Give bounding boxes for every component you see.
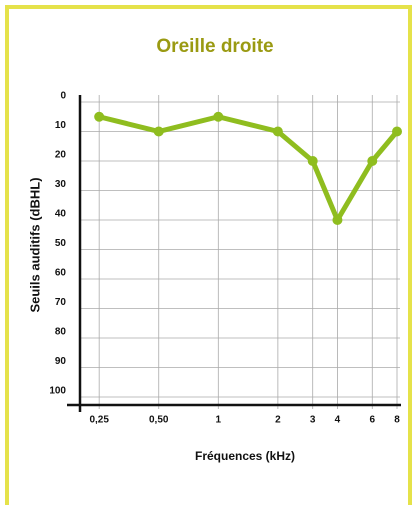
data-point — [332, 215, 343, 225]
data-point — [367, 156, 378, 166]
y-tick-label: 60 — [55, 268, 67, 279]
x-tick-label: 8 — [394, 415, 400, 426]
data-point — [213, 111, 224, 122]
data-point — [94, 111, 105, 122]
y-tick-label: 70 — [55, 297, 67, 308]
x-tick-label: 6 — [369, 415, 375, 426]
y-tick-label: 80 — [55, 327, 67, 338]
y-tick-label: 100 — [49, 386, 66, 397]
chart-title: Oreille droite — [156, 36, 273, 57]
data-line — [98, 114, 399, 223]
data-point — [272, 126, 283, 137]
y-tick-label: 20 — [55, 150, 67, 161]
data-point — [307, 156, 318, 166]
x-tick-label: 0,50 — [149, 415, 169, 426]
x-tick-label: 3 — [310, 415, 316, 426]
y-tick-label: 30 — [55, 179, 67, 190]
x-tick-label: 0,25 — [89, 415, 109, 426]
y-tick-label: 10 — [55, 120, 67, 131]
frame — [5, 5, 412, 510]
y-tick-label: 50 — [55, 238, 67, 249]
y-tick-label: 40 — [55, 209, 67, 220]
y-axis-label: Seuils auditifs (dBHL) — [27, 177, 42, 312]
x-tick-label: 1 — [216, 415, 222, 426]
data-point — [153, 126, 164, 137]
x-tick-label: 2 — [275, 415, 281, 426]
y-tick-label: 90 — [55, 356, 67, 367]
y-tick-label: 0 — [60, 91, 66, 102]
x-tick-label: 4 — [335, 415, 341, 426]
data-point — [392, 126, 402, 137]
x-axis-label: Fréquences (kHz) — [195, 449, 295, 463]
